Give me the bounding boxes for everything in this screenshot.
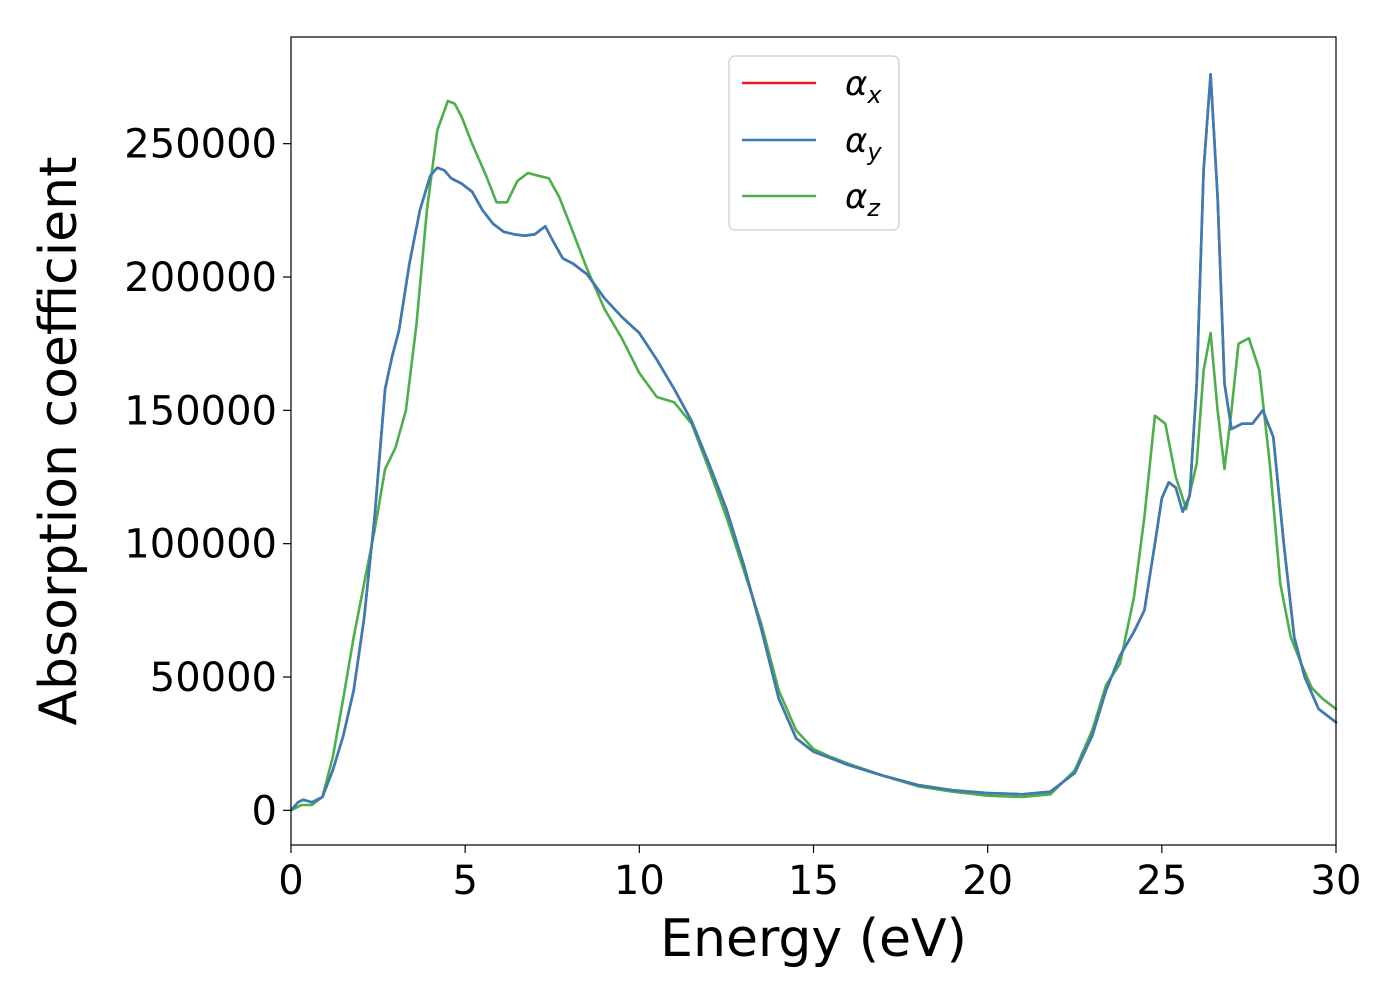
x-tick-label: 5: [452, 858, 477, 904]
x-tick-label: 0: [278, 858, 303, 904]
y-tick-label: 200000: [124, 255, 277, 301]
y-tick-label: 100000: [124, 522, 277, 568]
x-tick-label: 15: [788, 858, 839, 904]
y-tick-label: 50000: [150, 655, 277, 701]
legend-box: [728, 55, 900, 231]
y-axis-ticks: 0 50000 100000 150000 200000 250000: [124, 122, 291, 834]
y-tick-label: 150000: [124, 388, 277, 434]
series-layer: [289, 73, 1338, 812]
y-tick-label: 250000: [124, 122, 277, 168]
y-axis-title: Absorption coefficient: [29, 156, 89, 725]
y-tick-label: 0: [252, 788, 277, 834]
x-tick-label: 10: [614, 858, 665, 904]
x-tick-label: 25: [1136, 858, 1187, 904]
x-tick-label: 20: [962, 858, 1013, 904]
x-axis-ticks: 0 5 10 15 20 25 30: [278, 845, 1361, 904]
x-axis-title: Energy (eV): [660, 909, 967, 969]
x-tick-label: 30: [1311, 858, 1362, 904]
series-line-y: [289, 73, 1338, 812]
